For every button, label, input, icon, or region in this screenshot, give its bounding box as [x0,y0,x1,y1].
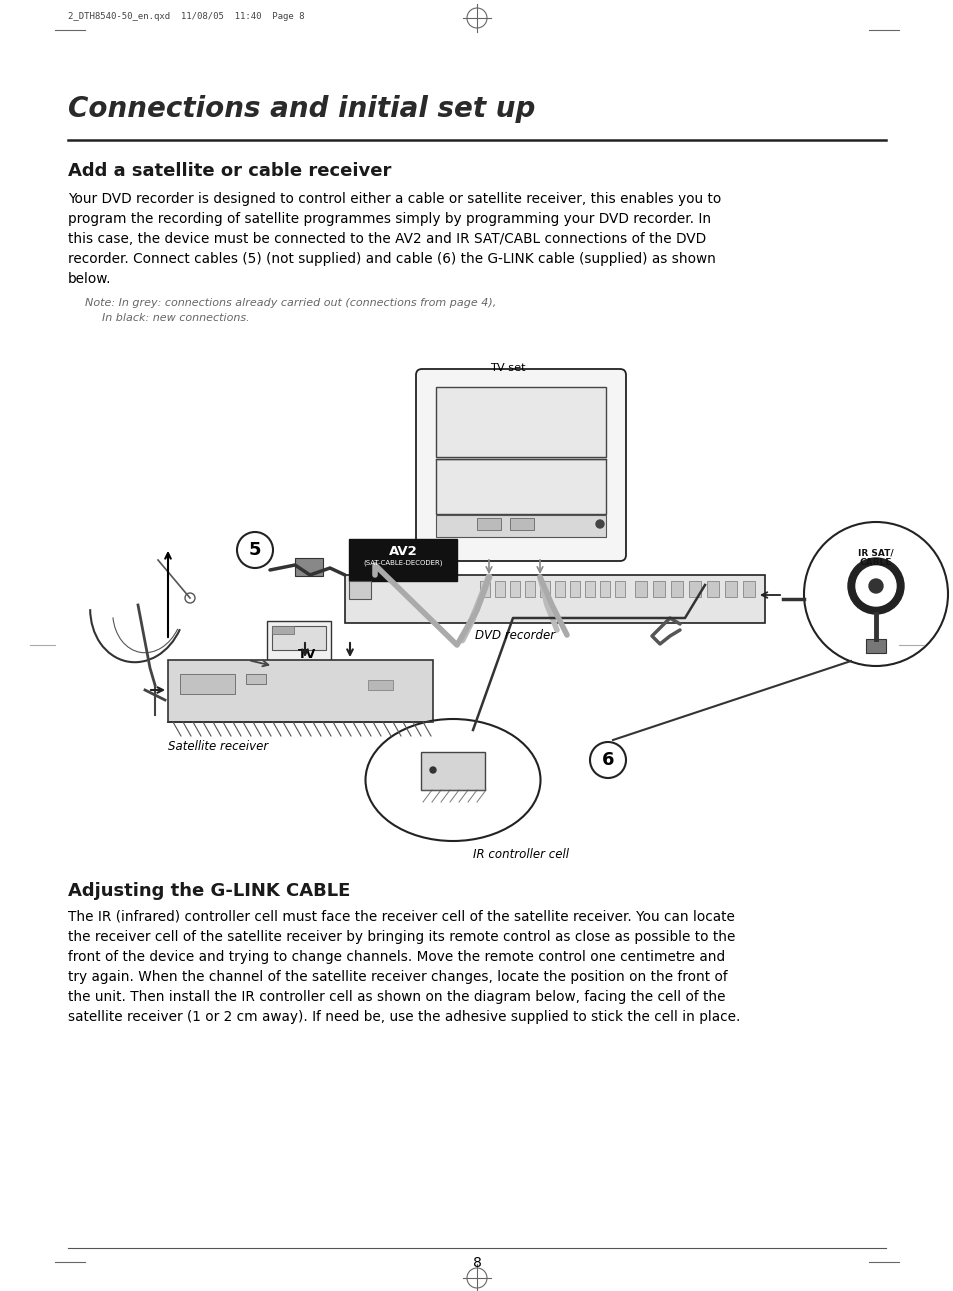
Bar [670,581,682,596]
Text: Satellite receiver: Satellite receiver [168,740,268,753]
Text: Your DVD recorder is designed to control either a cable or satellite receiver, t: Your DVD recorder is designed to control… [68,192,720,207]
Bar [524,581,535,596]
Text: Note: In grey: connections already carried out (connections from page 4),: Note: In grey: connections already carri… [85,298,496,309]
Bar [436,387,605,457]
Circle shape [589,742,625,778]
Circle shape [430,767,436,773]
Bar [635,581,646,596]
FancyBboxPatch shape [267,621,331,667]
Bar [368,680,393,689]
Text: Adjusting the G-LINK CABLE: Adjusting the G-LINK CABLE [68,882,350,900]
Text: DVD recorder: DVD recorder [475,629,555,642]
Bar [246,674,266,684]
Bar [865,639,885,653]
Text: 5: 5 [249,541,261,559]
Bar [724,581,737,596]
Bar [476,518,500,531]
Bar [555,581,564,596]
Bar [688,581,700,596]
Bar [599,581,609,596]
Text: the receiver cell of the satellite receiver by bringing its remote control as cl: the receiver cell of the satellite recei… [68,930,735,944]
Text: 2_DTH8540-50_en.qxd  11/08/05  11:40  Page 8: 2_DTH8540-50_en.qxd 11/08/05 11:40 Page … [68,12,304,21]
Bar [436,515,605,537]
FancyBboxPatch shape [420,751,484,790]
Text: 8: 8 [472,1256,481,1270]
Bar [495,581,504,596]
Text: front of the device and trying to change channels. Move the remote control one c: front of the device and trying to change… [68,950,724,964]
Bar [510,518,534,531]
Bar [345,574,764,624]
Bar [706,581,719,596]
Bar [584,581,595,596]
Text: below.: below. [68,272,112,287]
Bar [349,581,371,599]
Bar [168,660,433,722]
Bar [180,674,234,695]
Bar [742,581,754,596]
Bar [615,581,624,596]
Text: recorder. Connect cables (5) (not supplied) and cable (6) the G-LINK cable (supp: recorder. Connect cables (5) (not suppli… [68,252,715,266]
Circle shape [868,578,882,593]
Text: AV2: AV2 [388,545,416,558]
Text: In black: new connections.: In black: new connections. [102,312,250,323]
Text: TV: TV [297,648,315,661]
Text: this case, the device must be connected to the AV2 and IR SAT/CABL connections o: this case, the device must be connected … [68,232,705,247]
Text: Connections and initial set up: Connections and initial set up [68,96,535,123]
Bar [294,558,323,576]
Bar [349,540,456,581]
Bar [436,460,605,514]
Text: IR controller cell: IR controller cell [473,848,568,861]
Circle shape [855,565,895,605]
Bar [479,581,490,596]
Circle shape [596,520,603,528]
Bar [539,581,550,596]
Bar [510,581,519,596]
Circle shape [803,522,947,666]
Text: satellite receiver (1 or 2 cm away). If need be, use the adhesive supplied to st: satellite receiver (1 or 2 cm away). If … [68,1010,740,1024]
FancyBboxPatch shape [416,369,625,562]
Text: try again. When the channel of the satellite receiver changes, locate the positi: try again. When the channel of the satel… [68,970,727,984]
Bar [569,581,579,596]
Text: program the recording of satellite programmes simply by programming your DVD rec: program the recording of satellite progr… [68,212,710,226]
Text: The IR (infrared) controller cell must face the receiver cell of the satellite r: The IR (infrared) controller cell must f… [68,910,734,924]
Bar [272,626,294,634]
Text: (SAT-CABLE-DECODER): (SAT-CABLE-DECODER) [363,559,442,565]
Text: Add a satellite or cable receiver: Add a satellite or cable receiver [68,161,391,179]
Text: TV set: TV set [490,363,525,373]
Bar [652,581,664,596]
Text: IR SAT/: IR SAT/ [858,547,893,556]
Text: CABLE: CABLE [859,558,891,567]
Bar [272,626,326,649]
Ellipse shape [365,719,540,840]
Circle shape [236,532,273,568]
Text: the unit. Then install the IR controller cell as shown on the diagram below, fac: the unit. Then install the IR controller… [68,990,724,1004]
Text: 6: 6 [601,751,614,769]
Circle shape [847,558,903,615]
